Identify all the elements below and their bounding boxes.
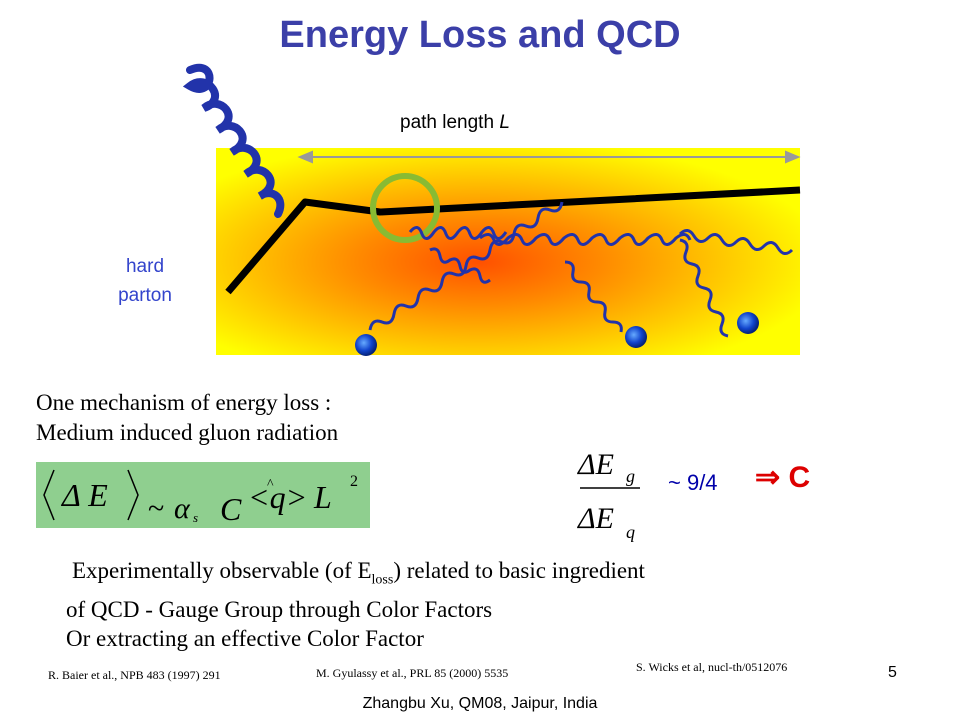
reference-baier: R. Baier et al., NPB 483 (1997) 291 <box>48 668 221 683</box>
ratio-graphic: ΔE g ΔE q <box>572 440 662 550</box>
medium-region <box>216 148 800 355</box>
formula-c: C <box>220 491 242 527</box>
formula-exponent: 2 <box>350 473 358 490</box>
formula-delta-e: Δ E <box>60 477 108 513</box>
ratio-numerator: ΔE <box>577 448 614 481</box>
slide-footer: Zhangbu Xu, QM08, Jaipur, India <box>0 695 960 713</box>
formula-q: <q> <box>248 479 307 515</box>
body-text: Experimentally observable (of Eloss) rel… <box>66 556 645 653</box>
implies-target: C <box>788 461 810 494</box>
formula-alpha: α <box>174 492 191 525</box>
formula-alpha-sub: s <box>193 510 198 525</box>
ratio-numerator-sub: g <box>626 466 635 486</box>
implies-arrow: ⇒ <box>755 461 780 494</box>
formula-l: L <box>313 479 332 515</box>
page-number: 5 <box>888 664 897 682</box>
parton-dot-3 <box>737 312 759 334</box>
body-line-3: Or extracting an effective Color Factor <box>66 624 645 653</box>
ratio-denominator-sub: q <box>626 522 635 542</box>
energy-loss-formula: Δ E ~ α s C ^ <q> L 2 <box>36 462 370 528</box>
formula-tilde: ~ <box>148 492 164 525</box>
path-length-label: path length L <box>400 112 510 134</box>
ratio-approx-value: ~ 9/4 <box>668 470 718 496</box>
body-line-1: Experimentally observable (of Eloss) rel… <box>66 556 645 595</box>
parton-dot-1 <box>355 334 377 356</box>
parton-dot-2 <box>625 326 647 348</box>
formula-graphic: Δ E ~ α s C ^ <q> L 2 <box>36 462 370 528</box>
hard-parton-label: hard parton <box>100 252 190 310</box>
implies-color-factor: ⇒ C <box>755 460 810 495</box>
mechanism-text: One mechanism of energy loss : Medium in… <box>36 388 338 448</box>
reference-wicks: S. Wicks et al, nucl-th/0512076 <box>636 660 787 675</box>
body-line-2: of QCD - Gauge Group through Color Facto… <box>66 595 645 624</box>
reference-gyulassy: M. Gyulassy et al., PRL 85 (2000) 5535 <box>316 666 508 681</box>
color-factor-ratio: ΔE g ΔE q <box>572 440 662 555</box>
ratio-denominator: ΔE <box>577 502 614 535</box>
